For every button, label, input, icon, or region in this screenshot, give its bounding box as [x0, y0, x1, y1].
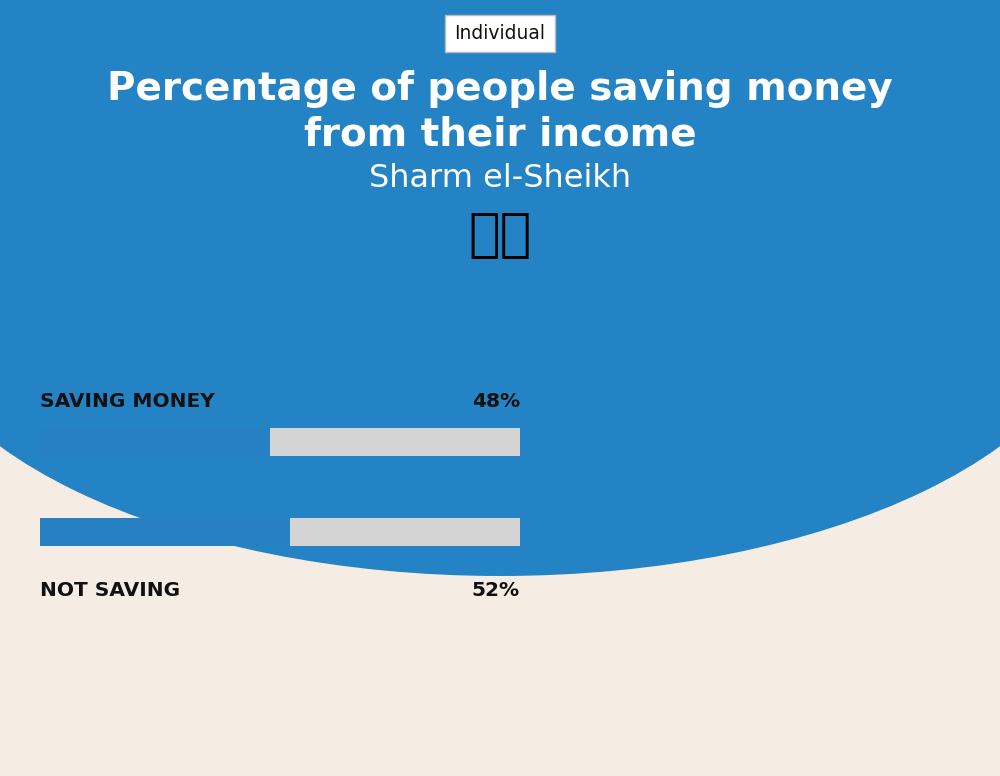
- Text: Percentage of people saving money: Percentage of people saving money: [107, 70, 893, 108]
- Text: Sharm el-Sheikh: Sharm el-Sheikh: [369, 163, 631, 194]
- Bar: [40, 518, 520, 546]
- Bar: [40, 428, 270, 456]
- Bar: [40, 428, 520, 456]
- Text: SAVING MONEY: SAVING MONEY: [40, 392, 215, 411]
- Ellipse shape: [0, 0, 1000, 576]
- Text: Individual: Individual: [454, 24, 546, 43]
- FancyBboxPatch shape: [0, 0, 1000, 396]
- Text: NOT SAVING: NOT SAVING: [40, 581, 180, 600]
- Text: 48%: 48%: [472, 392, 520, 411]
- Text: 52%: 52%: [472, 581, 520, 600]
- Text: 🇪🇬: 🇪🇬: [468, 209, 532, 261]
- Text: from their income: from their income: [304, 116, 696, 154]
- Bar: [40, 518, 290, 546]
